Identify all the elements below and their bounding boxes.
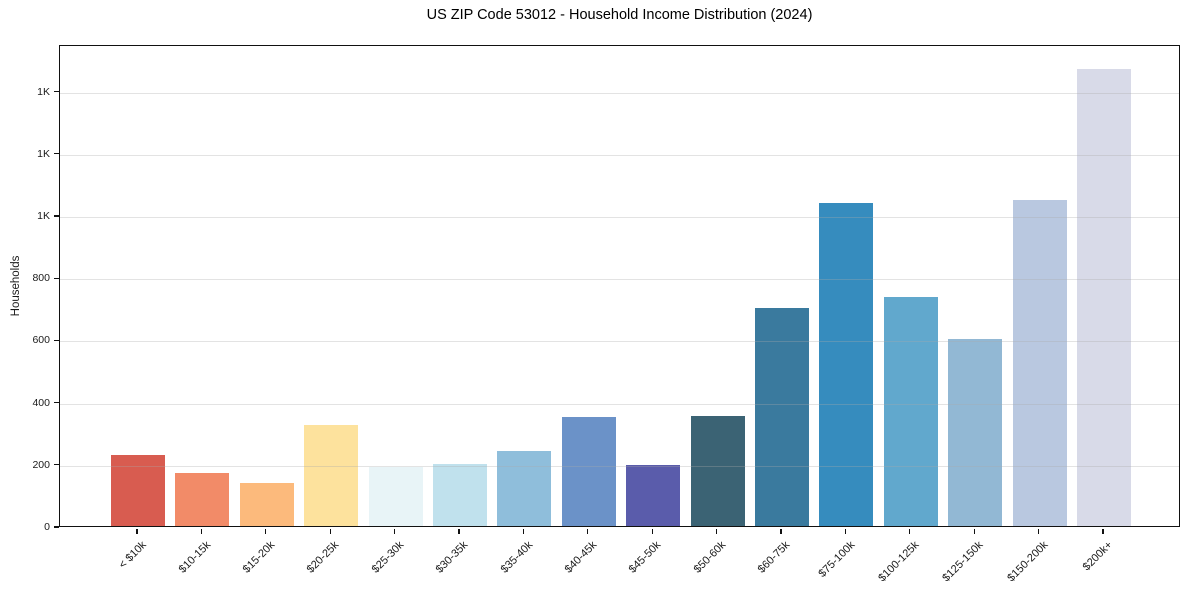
xtick-mark (715, 528, 718, 534)
bar-$15-20k (239, 482, 294, 526)
bar-$125-150k (948, 339, 1003, 526)
gridline-y-800 (60, 279, 1179, 281)
ytick-mark (54, 277, 59, 279)
xtick-label: $75-100k (815, 539, 857, 580)
xtick-mark (200, 528, 203, 534)
bar-$30-35k (433, 463, 487, 526)
ytick-label: 200 (32, 458, 50, 471)
xtick-mark (651, 528, 653, 534)
xtick-mark (329, 528, 331, 534)
xtick-label: $30-35k (433, 539, 471, 576)
ytick-mark (54, 153, 59, 155)
bar-$25-30k (368, 466, 423, 526)
bar-$100-125k (883, 297, 938, 526)
gridline-y-400 (60, 403, 1179, 405)
ytick-mark (54, 401, 59, 404)
bar-$45-50k (626, 465, 681, 526)
xtick-label: $10-15k (176, 539, 213, 576)
xtick-mark (844, 528, 847, 534)
xtick-mark (522, 528, 525, 534)
gridline-y-200 (60, 465, 1179, 467)
bar-$35-40k (497, 451, 552, 526)
xtick-label: $25-30k (369, 539, 407, 576)
xtick-label: $45-50k (627, 539, 664, 576)
xtick-mark (1037, 528, 1040, 534)
chart-title: US ZIP Code 53012 - Household Income Dis… (426, 7, 813, 23)
xtick-label: < $10k (116, 539, 149, 572)
bar-$50-60k (690, 415, 745, 526)
ytick-label: 600 (32, 334, 50, 347)
xtick-mark (136, 528, 138, 534)
ytick-label: 0 (44, 521, 50, 533)
ytick-label: 800 (32, 272, 50, 285)
ytick-label: 1K (37, 210, 50, 222)
y-axis-label: Households (10, 255, 22, 317)
xtick-label: $40-45k (562, 539, 600, 576)
xtick-mark (909, 528, 911, 534)
ytick-mark (54, 215, 59, 217)
ytick-label: 1K (37, 85, 50, 98)
bar-$40-45k (561, 417, 616, 526)
xtick-mark (458, 528, 460, 534)
xtick-mark (1102, 528, 1104, 534)
xtick-mark (393, 528, 396, 534)
ytick-mark (54, 464, 59, 466)
bar-$150-200k (1012, 199, 1067, 526)
xtick-mark (587, 528, 589, 534)
gridline-y-1400 (60, 92, 1179, 94)
bar-< $10k (111, 455, 165, 526)
ytick-mark (54, 90, 59, 93)
bar-$10-15k (175, 473, 230, 526)
gridline-y-1200 (60, 154, 1179, 156)
xtick-label: $50-60k (691, 539, 729, 576)
xtick-label: $150-200k (1004, 539, 1051, 585)
ytick-label: 400 (32, 396, 50, 409)
plot-area (59, 45, 1180, 527)
gridline-y-600 (60, 341, 1179, 343)
xtick-label: $200k+ (1080, 539, 1115, 574)
xtick-mark (265, 528, 267, 534)
xtick-label: $20-25k (305, 539, 342, 576)
xtick-label: $60-75k (755, 539, 793, 576)
xtick-label: $125-150k (940, 539, 986, 585)
bar-$200k+ (1077, 68, 1131, 526)
ytick-mark (54, 339, 59, 342)
xtick-label: $35-40k (498, 539, 535, 576)
gridline-y-1000 (60, 217, 1179, 218)
xtick-mark (780, 528, 782, 534)
ytick-label: 1K (37, 147, 50, 160)
bar-$75-100k (819, 202, 874, 526)
xtick-mark (973, 528, 975, 534)
xtick-label: $100-125k (876, 539, 922, 585)
bar-$20-25k (304, 424, 359, 526)
xtick-label: $15-20k (240, 539, 278, 576)
ytick-mark (54, 526, 59, 528)
bar-$60-75k (755, 308, 809, 526)
